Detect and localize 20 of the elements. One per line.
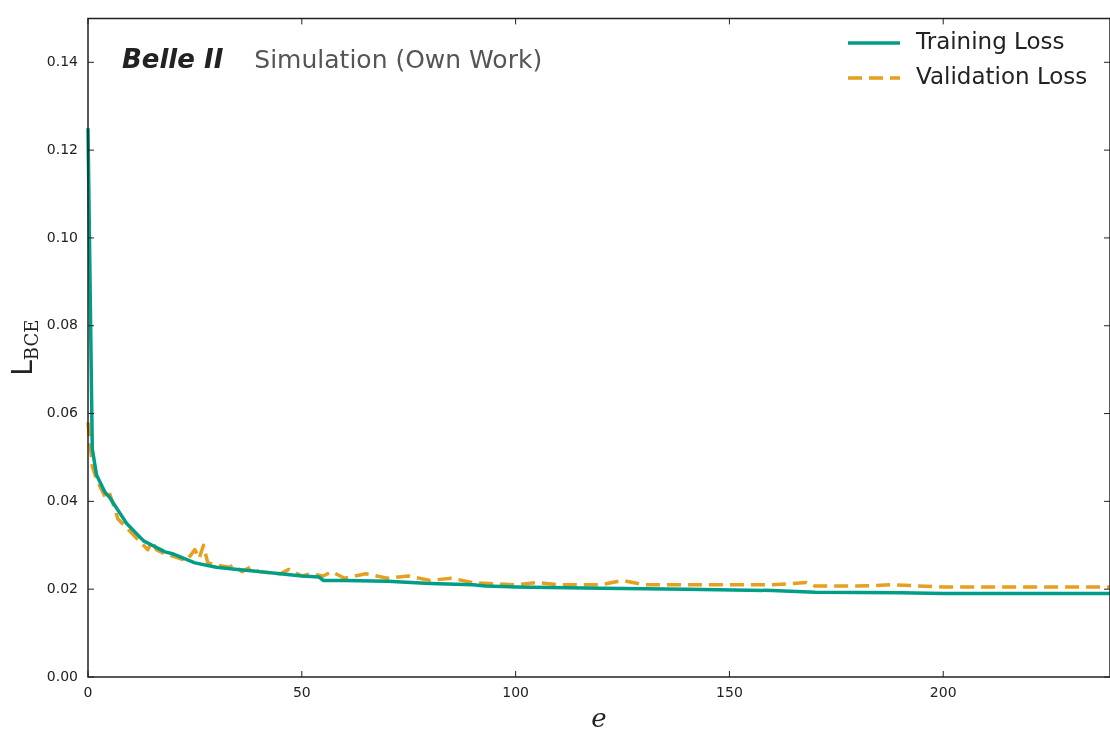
y-tick-label: 0.00 — [46, 667, 78, 684]
x-tick-label: 200 — [929, 684, 957, 701]
y-tick-label: 0.06 — [46, 404, 79, 421]
text: Simulation (Own Work) — [254, 45, 543, 74]
y-tick-label: 0.10 — [46, 228, 78, 245]
y-tick-label: 0.12 — [46, 140, 78, 157]
y-tick-label: 0.04 — [46, 492, 79, 509]
y-tick-label: 0.14 — [46, 52, 79, 69]
x-tick-label: 150 — [716, 684, 743, 701]
y-tick-label: 0.08 — [46, 316, 78, 333]
y-tick-label: 0.02 — [46, 579, 78, 596]
y-axis-title: LBCE — [6, 319, 42, 376]
legend-label: Validation Loss — [916, 62, 1088, 89]
x-axis-title: e — [591, 703, 607, 729]
x-tick-label: 0 — [83, 684, 93, 701]
line-series — [86, 420, 1110, 589]
x-tick-label: 50 — [292, 684, 311, 701]
text: Belle II — [122, 44, 224, 74]
x-tick-label: 100 — [502, 684, 529, 701]
legend-label: Training Loss — [915, 27, 1065, 54]
